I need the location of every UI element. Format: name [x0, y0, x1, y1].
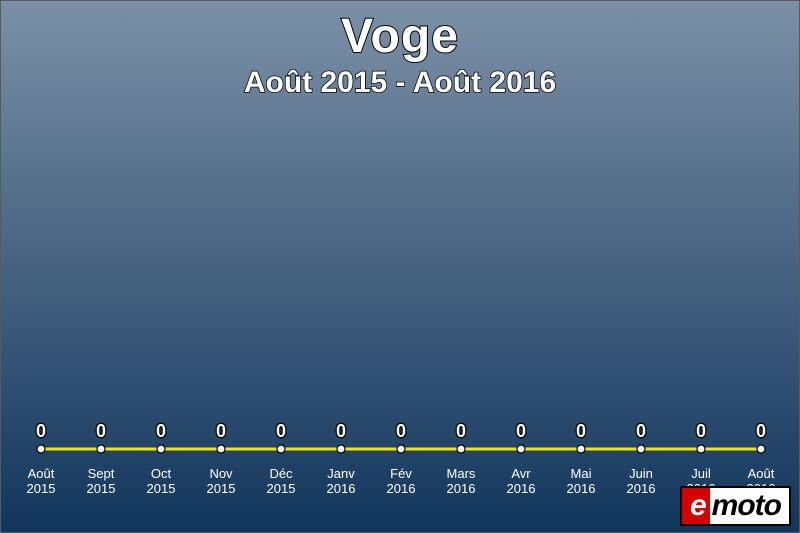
chart-value-label: 0 [96, 421, 106, 441]
chart-marker [157, 445, 165, 453]
chart-marker [757, 445, 765, 453]
chart-marker [637, 445, 645, 453]
chart-marker [577, 445, 585, 453]
chart-value-label: 0 [36, 421, 46, 441]
chart-axis-label-month: Août [748, 466, 775, 481]
chart-marker [337, 445, 345, 453]
chart-axis-label-year: 2015 [207, 481, 236, 496]
chart-axis-label-year: 2015 [267, 481, 296, 496]
chart-value-label: 0 [336, 421, 346, 441]
chart-axis-label-year: 2016 [567, 481, 596, 496]
chart-axis-label-month: Mai [571, 466, 592, 481]
chart-value-label: 0 [576, 421, 586, 441]
chart-value-label: 0 [456, 421, 466, 441]
chart-marker [517, 445, 525, 453]
chart-marker [397, 445, 405, 453]
chart-axis-label-month: Avr [511, 466, 531, 481]
chart-axis-label-year: 2016 [447, 481, 476, 496]
logo-part-e: e [682, 488, 710, 524]
chart-marker [97, 445, 105, 453]
chart-axis-label-month: Fév [390, 466, 412, 481]
chart-value-label: 0 [516, 421, 526, 441]
chart-value-label: 0 [636, 421, 646, 441]
chart-axis-label-year: 2016 [387, 481, 416, 496]
chart-axis-label-month: Juil [691, 466, 711, 481]
chart-value-label: 0 [156, 421, 166, 441]
brand-logo: e moto [680, 486, 791, 526]
chart-axis-label-year: 2016 [507, 481, 536, 496]
chart-axis-label-year: 2016 [627, 481, 656, 496]
chart-value-label: 0 [396, 421, 406, 441]
chart-axis-label-year: 2015 [87, 481, 116, 496]
logo-part-moto: moto [710, 488, 789, 524]
chart-marker [217, 445, 225, 453]
chart-value-label: 0 [756, 421, 766, 441]
chart-value-label: 0 [276, 421, 286, 441]
chart-marker [277, 445, 285, 453]
chart-axis-label-month: Déc [269, 466, 293, 481]
chart-axis-label-year: 2015 [27, 481, 56, 496]
chart-value-label: 0 [216, 421, 226, 441]
chart-axis-label-month: Janv [327, 466, 355, 481]
chart-axis-label-year: 2016 [327, 481, 356, 496]
chart-marker [697, 445, 705, 453]
chart-value-label: 0 [696, 421, 706, 441]
chart-axis-label-month: Sept [88, 466, 115, 481]
chart-axis-label-year: 2015 [147, 481, 176, 496]
chart-axis-label-month: Juin [629, 466, 653, 481]
chart-axis-label-month: Nov [209, 466, 233, 481]
chart-axis-label-month: Oct [151, 466, 172, 481]
line-chart: 0Août20150Sept20150Oct20150Nov20150Déc20… [1, 1, 800, 533]
chart-marker [37, 445, 45, 453]
chart-axis-label-month: Mars [447, 466, 476, 481]
chart-marker [457, 445, 465, 453]
chart-axis-label-month: Août [28, 466, 55, 481]
chart-canvas: Voge Août 2015 - Août 2016 0Août20150Sep… [0, 0, 800, 533]
